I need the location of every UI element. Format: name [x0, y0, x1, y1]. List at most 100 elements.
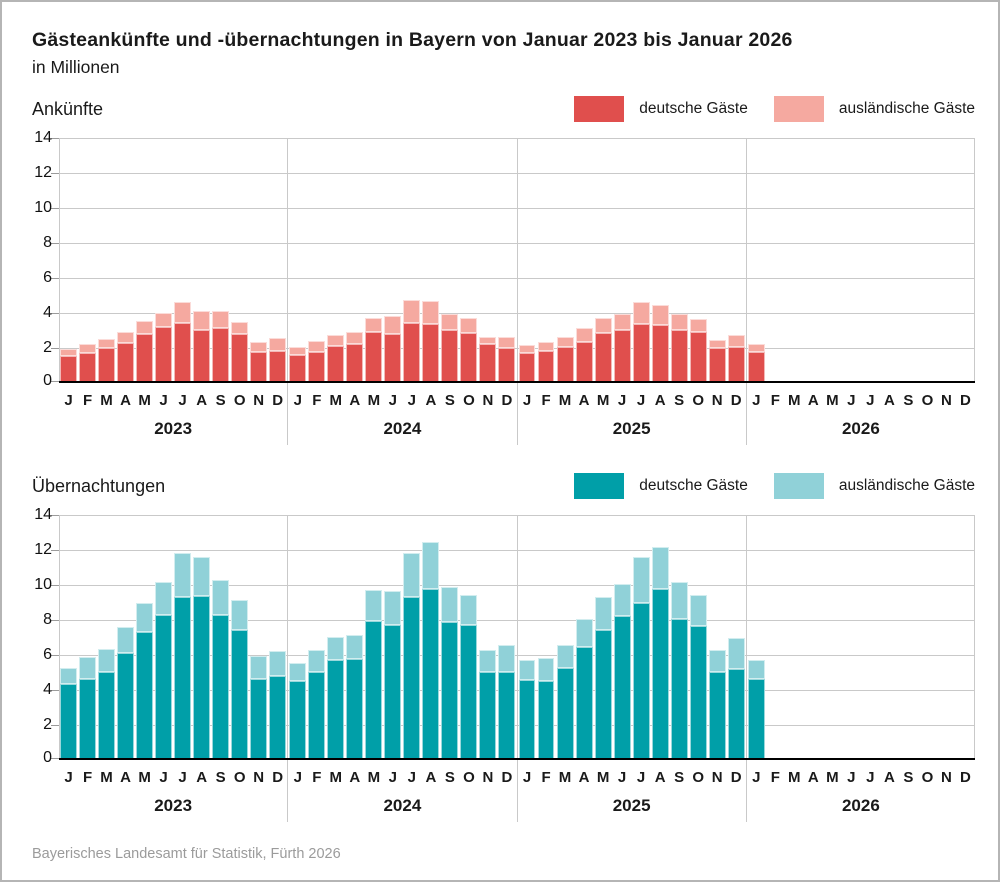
stacked-bar-2023-D12 — [269, 338, 287, 383]
month-label: A — [883, 769, 895, 786]
month-label: J — [159, 392, 168, 409]
segment-foreign — [727, 638, 745, 669]
bar-slot — [766, 515, 785, 760]
segment-domestic — [537, 351, 555, 383]
y-axis-label: 6 — [43, 269, 52, 286]
segment-domestic — [346, 659, 364, 760]
year-label-2026: 2026 — [841, 419, 880, 438]
bar-slot — [135, 138, 154, 383]
segment-domestic — [575, 647, 593, 760]
segment-foreign — [613, 584, 631, 616]
page-subtitle: in Millionen — [32, 57, 120, 77]
plot-right-edge — [974, 138, 975, 383]
bar-slot — [632, 138, 651, 383]
month-label: M — [826, 392, 839, 409]
bar-slot — [307, 138, 326, 383]
month-label: M — [138, 392, 151, 409]
bar-slot — [575, 138, 594, 383]
segment-foreign — [231, 600, 249, 630]
legend-swatch-foreign — [773, 473, 824, 499]
stacked-bar-2025-J7 — [632, 557, 650, 760]
stacked-bar-2024-O10 — [460, 595, 478, 760]
month-label: J — [522, 769, 532, 786]
segment-foreign — [479, 650, 497, 672]
year-column-2026: J F M A M J J A S O N D 2026 — [745, 515, 975, 822]
y-axis-tick — [51, 620, 59, 621]
segment-foreign — [346, 635, 364, 659]
y-axis-tick — [51, 550, 59, 551]
bar-slot — [249, 138, 268, 383]
month-label: N — [253, 769, 265, 786]
segment-domestic — [556, 668, 574, 760]
month-label: J — [617, 392, 627, 409]
bar-slot — [537, 138, 556, 383]
bar-slot — [689, 138, 708, 383]
bar-slot — [440, 515, 459, 760]
bar-slot — [575, 515, 594, 760]
stacked-bar-2024-S9 — [441, 587, 459, 760]
legend-label-foreign: ausländische Gäste — [838, 100, 975, 117]
bar-slot — [804, 515, 823, 760]
year-label-2025: 2025 — [612, 796, 651, 815]
segment-foreign — [727, 335, 745, 347]
y-axis-label: 6 — [43, 646, 52, 663]
segment-foreign — [747, 344, 765, 352]
month-label: D — [272, 392, 284, 409]
segment-domestic — [327, 346, 345, 383]
month-label: N — [711, 769, 723, 786]
stacked-bar-2024-F2 — [308, 341, 326, 383]
segment-domestic — [441, 330, 459, 383]
segment-domestic — [193, 596, 211, 760]
legend-swatch-foreign — [773, 96, 824, 122]
month-label: F — [541, 392, 551, 409]
y-axis-tick — [51, 173, 59, 174]
segment-foreign — [689, 595, 707, 626]
stacked-bar-2024-N11 — [479, 650, 497, 760]
stacked-bar-2025-J6 — [613, 584, 631, 760]
segment-foreign — [632, 557, 650, 603]
segment-domestic — [136, 632, 154, 760]
month-label: J — [866, 769, 875, 786]
month-label: O — [233, 769, 246, 786]
bar-slot — [383, 515, 402, 760]
y-axis-label: 14 — [34, 506, 52, 523]
stacked-bar-2024-J1 — [289, 347, 307, 383]
bar-slot — [937, 138, 956, 383]
bar-slot — [518, 515, 537, 760]
bar-slot — [230, 138, 249, 383]
segment-domestic — [556, 347, 574, 383]
month-label: A — [120, 769, 131, 786]
segment-domestic — [518, 680, 536, 760]
bar-slot — [268, 515, 287, 760]
segment-domestic — [613, 616, 631, 760]
month-label: D — [272, 769, 284, 786]
y-axis-tick — [51, 138, 59, 139]
bar-slot — [880, 515, 899, 760]
year-column-2025: J F M A M J J A S O N D 2025 — [516, 138, 746, 445]
month-label: A — [196, 769, 208, 786]
month-label: S — [674, 769, 685, 786]
y-axis-tick — [51, 585, 59, 586]
bar-slot — [364, 138, 383, 383]
segment-domestic — [269, 676, 287, 760]
bar-slot — [556, 515, 575, 760]
stacked-bar-2023-N11 — [250, 656, 268, 760]
year-label-2023: 2023 — [154, 796, 193, 815]
month-label: M — [100, 769, 113, 786]
segment-foreign — [60, 349, 77, 356]
bar-slot — [154, 138, 173, 383]
segment-domestic — [632, 603, 650, 760]
segment-foreign — [117, 332, 135, 343]
bar-slot — [956, 138, 975, 383]
segment-foreign — [250, 342, 268, 352]
bar-slot — [326, 138, 345, 383]
month-label: A — [349, 392, 361, 409]
segment-foreign — [98, 339, 115, 348]
segment-domestic — [308, 352, 326, 383]
month-label: F — [82, 769, 93, 786]
bar-slot — [785, 515, 804, 760]
month-label: O — [921, 769, 934, 786]
page-title: Gästeankünfte und -übernachtungen in Bay… — [32, 29, 793, 51]
bar-slot — [421, 515, 440, 760]
